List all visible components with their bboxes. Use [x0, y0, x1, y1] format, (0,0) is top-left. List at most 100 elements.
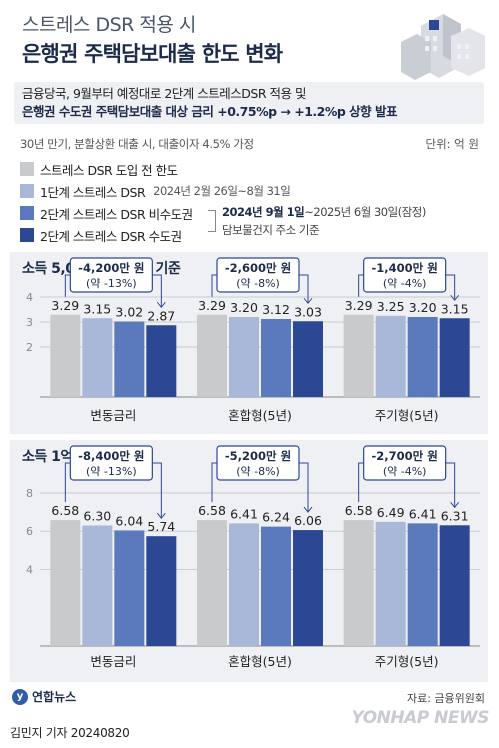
legend-label: 스트레스 DSR 도입 전 한도 — [40, 162, 178, 178]
bar — [50, 520, 81, 646]
bar — [293, 321, 323, 397]
bar — [50, 314, 81, 397]
data-label: 6.58 — [198, 503, 226, 518]
connector-line — [64, 274, 71, 297]
change-percent: (약 -8%) — [236, 276, 280, 290]
data-label: 6.58 — [345, 503, 373, 518]
data-label: 3.03 — [294, 304, 322, 319]
summary-line-1: 금융당국, 9월부터 예정대로 2단계 스트레스DSR 적용 및 — [22, 86, 306, 101]
y-tick-label: 4 — [26, 291, 33, 304]
bar — [375, 521, 406, 646]
bar — [197, 520, 227, 646]
legend-item: 스트레스 DSR 도입 전 한도 — [20, 158, 490, 180]
legend-item: 1단계 스트레스 DSR 2024년 2월 26일~8월 31일 — [20, 180, 490, 202]
bar — [261, 526, 291, 646]
change-amount: -2,700만 원 — [372, 449, 438, 463]
legend-swatch — [20, 228, 34, 242]
bar — [343, 314, 374, 397]
reporter-credit: 김민지 기자 20240820 — [10, 726, 130, 740]
bar-chart-income-100m: 4 6 8 6.58 6.30 6.04 5.74 -8,400만 원(약 -13%) 변동금리… — [26, 445, 480, 669]
change-amount: -8,400만 원 — [78, 449, 144, 463]
category-label: 주기형(5년) — [375, 408, 439, 423]
connector-line — [152, 274, 162, 308]
data-label: 3.15 — [83, 301, 111, 316]
data-label: 6.49 — [377, 505, 405, 520]
connector-line — [445, 274, 456, 301]
data-label: 3.02 — [115, 305, 143, 320]
bar — [146, 325, 177, 397]
bar-chart-income-50m: 2 3 4 3.29 3.15 3.02 2.87 -4,200만 원(약 -13%) 변동금리… — [26, 257, 480, 423]
effective-range: ~2025년 6월 30일(잠정) — [304, 205, 426, 219]
data-label: 3.29 — [51, 298, 79, 313]
connector-line — [299, 462, 309, 513]
connector-line — [299, 274, 309, 304]
change-amount: -5,200만 원 — [225, 449, 291, 463]
bar — [439, 318, 470, 397]
category-label: 주기형(5년) — [375, 654, 439, 669]
arrow-head-icon — [156, 301, 166, 309]
bar — [197, 314, 227, 397]
buildings-illustration — [401, 14, 485, 80]
page-title: 은행권 주택담보대출 한도 변화 — [22, 42, 283, 66]
legend-swatch — [20, 184, 34, 198]
source-note: 자료: 금융위원회 — [406, 692, 485, 705]
bar — [82, 525, 113, 646]
chart-panel-income-100m: 소득 1억 원 차주 기준 4686.586.306.045.74-8,400만… — [10, 440, 488, 682]
bar — [146, 536, 177, 646]
connector-line — [211, 462, 217, 503]
data-label: 6.30 — [83, 508, 111, 523]
bar — [114, 321, 145, 397]
data-label: 3.15 — [441, 301, 469, 316]
legend-note: 2024년 2월 26일~8월 31일 — [153, 184, 291, 198]
y-tick-label: 2 — [26, 341, 33, 354]
bar — [293, 530, 323, 646]
page-subtitle: 스트레스 DSR 적용 시 — [22, 14, 196, 36]
summary-line-2: 은행권 수도권 주택담보대출 대상 금리 +0.75%p → +1.2%p 상향… — [22, 104, 398, 119]
data-label: 6.41 — [409, 506, 437, 521]
data-label: 2.87 — [147, 308, 175, 323]
arrow-head-icon — [450, 294, 460, 302]
data-label: 3.29 — [345, 298, 373, 313]
category-label: 혼합형(5년) — [228, 408, 292, 423]
data-label: 3.12 — [262, 302, 290, 317]
bar — [439, 525, 470, 646]
y-tick-label: 8 — [26, 487, 33, 500]
chart-panel-income-50m: 소득 5,000만 원 차주 기준 2343.293.153.022.87-4,… — [10, 252, 488, 434]
connector-line — [152, 462, 162, 519]
data-label: 3.20 — [230, 300, 258, 315]
bar — [343, 520, 374, 646]
connector-line — [445, 462, 456, 508]
summary-box: 금융당국, 9월부터 예정대로 2단계 스트레스DSR 적용 및 은행권 수도권… — [14, 82, 484, 124]
legend: 스트레스 DSR 도입 전 한도 1단계 스트레스 DSR 2024년 2월 2… — [20, 158, 490, 246]
data-label: 5.74 — [147, 519, 175, 534]
change-percent: (약 -8%) — [236, 464, 280, 478]
change-amount: -1,400만 원 — [372, 261, 438, 275]
category-label: 변동금리 — [90, 654, 136, 669]
unit-label: 단위: 억 원 — [425, 137, 479, 151]
basis-note: 담보물건지 주소 기준 — [222, 223, 320, 237]
connector-line — [211, 274, 217, 297]
watermark: YONHAP NEWS — [351, 708, 490, 728]
data-label: 6.41 — [230, 506, 258, 521]
legend-item: 2단계 스트레스 DSR 수도권 — [20, 224, 490, 246]
change-amount: -4,200만 원 — [78, 261, 144, 275]
bar — [375, 315, 406, 397]
arrow-head-icon — [156, 512, 166, 519]
data-label: 3.25 — [377, 299, 405, 314]
effective-date: 2024년 9월 1일 — [222, 205, 305, 219]
category-label: 변동금리 — [90, 408, 136, 423]
data-label: 6.04 — [115, 513, 143, 528]
arrow-head-icon — [303, 297, 313, 305]
connector-line — [358, 274, 364, 297]
assumption-note: 30년 만기, 분할상환 대출 시, 대출이자 4.5% 가정 — [20, 137, 254, 151]
legend-label: 2단계 스트레스 DSR 비수도권 — [40, 206, 193, 222]
legend-bracket — [208, 210, 216, 232]
legend-label: 2단계 스트레스 DSR 수도권 — [40, 228, 182, 244]
connector-line — [358, 462, 364, 503]
category-label: 혼합형(5년) — [228, 654, 292, 669]
legend-swatch — [20, 206, 34, 220]
legend-item: 2단계 스트레스 DSR 비수도권 — [20, 202, 490, 224]
bar — [114, 530, 145, 646]
change-amount: -2,600만 원 — [225, 261, 291, 275]
bar — [407, 317, 438, 397]
